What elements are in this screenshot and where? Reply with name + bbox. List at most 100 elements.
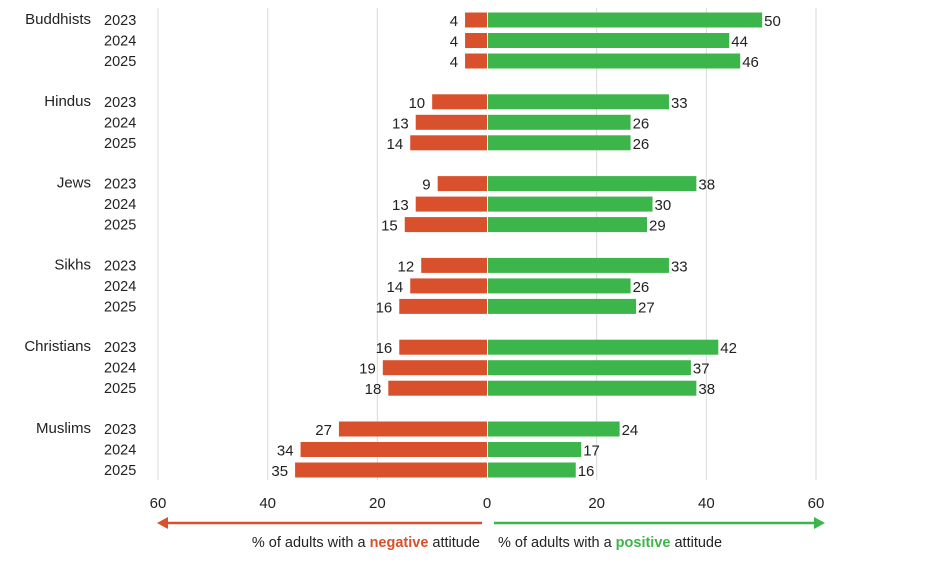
group-label: Buddhists — [25, 11, 91, 28]
positive-value-label: 26 — [633, 115, 650, 132]
x-tick-label: 60 — [808, 495, 825, 512]
year-label: 2024 — [104, 197, 136, 213]
x-tick-label: 40 — [259, 495, 276, 512]
year-label: 2023 — [104, 95, 136, 111]
positive-bar — [488, 257, 669, 273]
positive-value-label: 37 — [693, 361, 710, 378]
positive-bar — [488, 421, 620, 437]
negative-bar — [410, 135, 487, 151]
year-label: 2025 — [104, 54, 136, 70]
group-label: Muslims — [36, 420, 91, 437]
axis-label-prefix: % of adults with a — [252, 535, 370, 551]
year-label: 2023 — [104, 13, 136, 29]
negative-value-label: 4 — [450, 34, 458, 51]
negative-bar — [465, 33, 487, 48]
year-label: 2023 — [104, 340, 136, 356]
negative-bar — [432, 94, 487, 110]
positive-axis-label: % of adults with a positive attitude — [498, 535, 722, 551]
x-tick-label: 0 — [483, 495, 491, 512]
negative-bar — [415, 114, 487, 130]
positive-bar — [488, 298, 637, 314]
year-label: 2023 — [104, 177, 136, 193]
negative-bar — [399, 339, 487, 355]
year-label: 2024 — [104, 115, 136, 131]
group-label: Hindus — [44, 93, 91, 110]
positive-bar — [488, 217, 648, 233]
positive-bar — [488, 94, 669, 110]
positive-bar — [488, 33, 730, 48]
positive-value-label: 16 — [578, 463, 595, 480]
positive-value-label: 30 — [655, 197, 672, 214]
negative-bar — [465, 53, 487, 69]
group-label: Sikhs — [54, 256, 91, 273]
negative-value-label: 4 — [450, 13, 458, 30]
negative-bar — [399, 298, 487, 314]
positive-bar — [488, 442, 582, 457]
positive-value-label: 17 — [583, 443, 600, 460]
axis-label-prefix: % of adults with a — [498, 535, 616, 551]
negative-value-label: 4 — [450, 54, 458, 71]
axis-label-suffix: attitude — [428, 535, 480, 551]
negative-value-label: 14 — [387, 136, 404, 153]
negative-value-label: 13 — [392, 197, 409, 214]
positive-value-label: 46 — [742, 54, 759, 71]
year-label: 2024 — [104, 443, 136, 459]
axis-label-highlight: negative — [370, 535, 429, 551]
negative-bar — [421, 257, 487, 273]
negative-value-label: 14 — [387, 279, 404, 296]
positive-value-label: 24 — [622, 422, 639, 439]
negative-bar — [338, 421, 487, 437]
positive-value-label: 42 — [720, 340, 737, 357]
year-label: 2024 — [104, 361, 136, 377]
year-label: 2025 — [104, 136, 136, 152]
year-label: 2023 — [104, 422, 136, 438]
year-label: 2025 — [104, 463, 136, 479]
negative-value-label: 16 — [376, 299, 393, 316]
positive-value-label: 44 — [731, 34, 748, 51]
negative-value-label: 27 — [315, 422, 332, 439]
positive-bar — [488, 360, 691, 376]
x-tick-label: 40 — [698, 495, 715, 512]
negative-bar — [410, 278, 487, 294]
negative-value-label: 15 — [381, 218, 398, 235]
group-label: Christians — [24, 338, 91, 355]
positive-bar — [488, 135, 631, 151]
x-tick-label: 20 — [369, 495, 386, 512]
positive-bar — [488, 53, 741, 69]
positive-bar — [488, 380, 697, 396]
year-label: 2025 — [104, 218, 136, 234]
negative-axis-label: % of adults with a negative attitude — [252, 535, 480, 551]
right-arrow-icon — [814, 517, 825, 529]
positive-bar — [488, 339, 719, 355]
positive-value-label: 26 — [633, 279, 650, 296]
negative-bar — [382, 360, 487, 376]
positive-value-label: 27 — [638, 299, 655, 316]
positive-value-label: 38 — [698, 177, 715, 194]
year-label: 2025 — [104, 299, 136, 315]
positive-value-label: 26 — [633, 136, 650, 153]
positive-bar — [488, 196, 653, 212]
positive-bar — [488, 176, 697, 192]
axis-label-suffix: attitude — [670, 535, 722, 551]
negative-value-label: 16 — [376, 340, 393, 357]
negative-bar — [437, 176, 487, 192]
positive-value-label: 50 — [764, 13, 781, 30]
negative-value-label: 35 — [271, 463, 288, 480]
year-label: 2024 — [104, 34, 136, 50]
year-label: 2025 — [104, 381, 136, 397]
negative-bar — [295, 462, 487, 478]
negative-value-label: 34 — [277, 443, 294, 460]
negative-value-label: 9 — [422, 177, 430, 194]
left-arrow-icon — [157, 517, 168, 529]
negative-value-label: 18 — [365, 381, 382, 398]
negative-bar — [300, 442, 487, 457]
positive-bar — [488, 278, 631, 294]
year-label: 2024 — [104, 279, 136, 295]
positive-bar — [488, 462, 576, 478]
negative-bar — [415, 196, 487, 212]
axis-label-highlight: positive — [616, 535, 671, 551]
group-label: Jews — [57, 175, 91, 192]
negative-bar — [465, 12, 487, 28]
negative-value-label: 10 — [408, 95, 425, 112]
